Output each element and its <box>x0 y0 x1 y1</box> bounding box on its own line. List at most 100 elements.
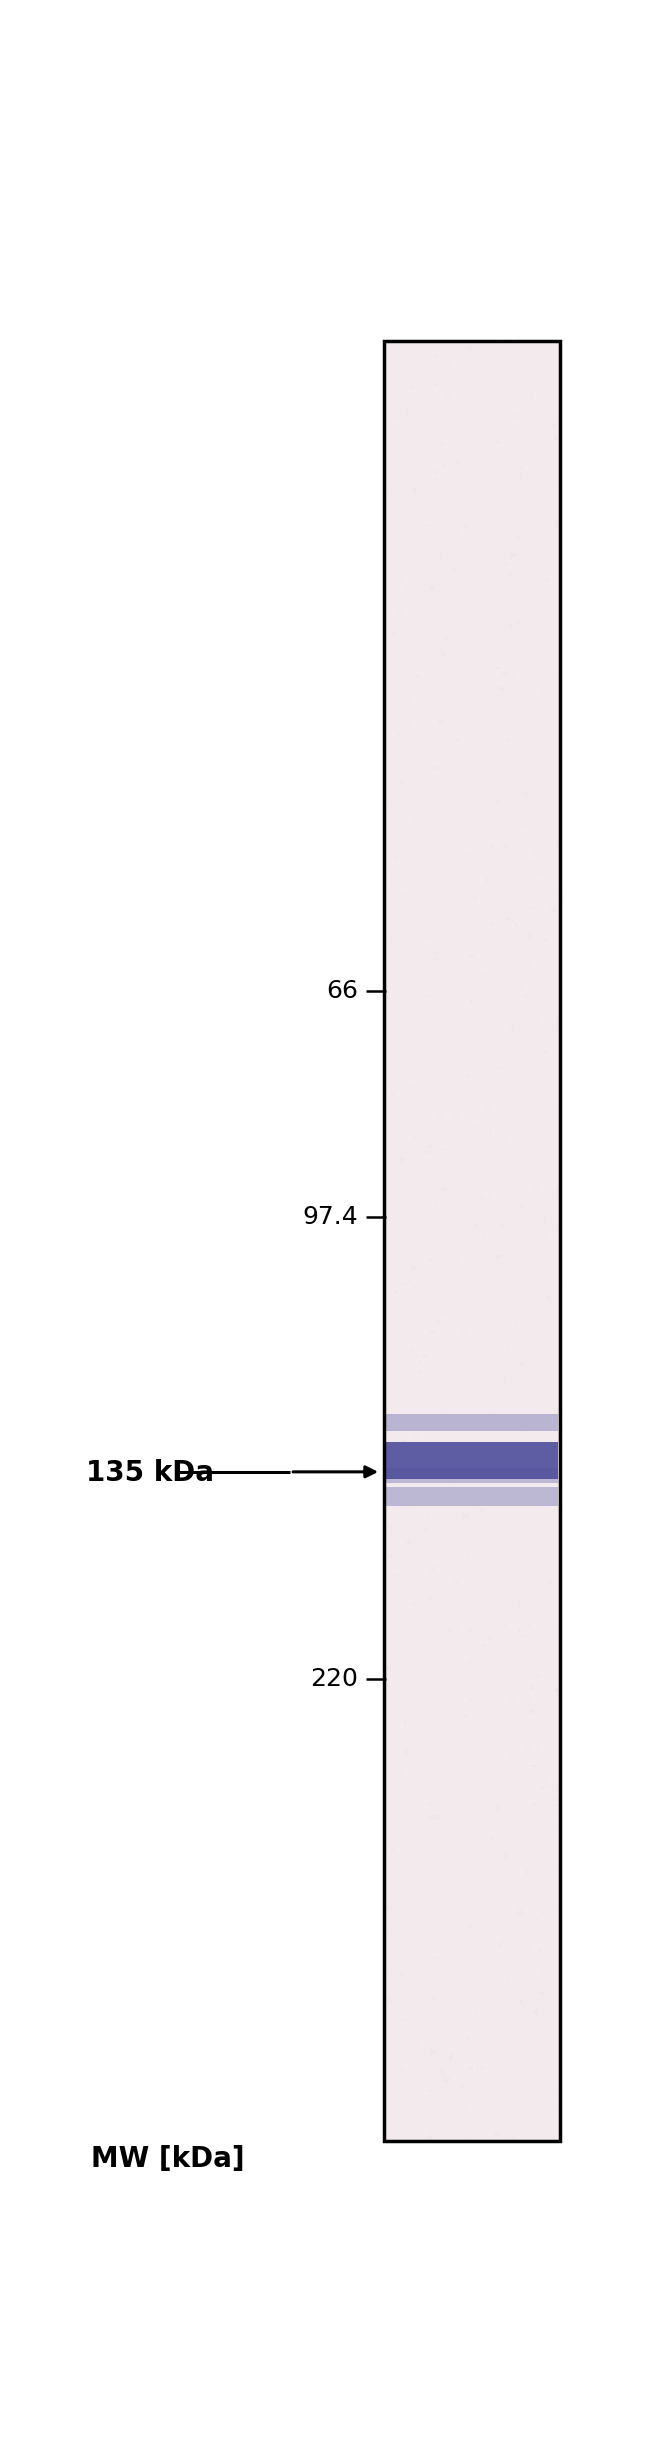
Bar <box>518 1603 521 1608</box>
Bar <box>507 401 509 404</box>
Bar <box>462 999 465 1001</box>
Bar <box>419 1973 422 1978</box>
Bar <box>554 1430 560 1435</box>
Bar <box>521 1635 527 1638</box>
Bar <box>495 1415 501 1420</box>
Bar <box>388 1525 394 1530</box>
Bar <box>385 1486 558 1506</box>
Bar <box>496 338 499 343</box>
Bar <box>495 1807 500 1812</box>
Bar <box>452 1371 458 1376</box>
Bar <box>530 1709 534 1714</box>
Bar <box>504 776 508 778</box>
Bar <box>483 1645 487 1648</box>
Bar <box>404 832 408 835</box>
Bar <box>410 384 415 389</box>
Bar <box>413 1138 417 1141</box>
Bar <box>384 340 560 2142</box>
Bar <box>494 1775 500 1780</box>
Bar <box>385 1415 558 1432</box>
Bar <box>452 1718 453 1721</box>
Bar <box>449 1048 450 1050</box>
Bar <box>520 1361 524 1366</box>
Bar <box>545 1405 547 1408</box>
Bar <box>494 894 498 898</box>
Bar <box>456 1018 458 1023</box>
Bar <box>466 1454 470 1459</box>
Bar <box>543 2022 547 2027</box>
Bar <box>526 935 532 940</box>
Bar <box>518 991 519 994</box>
Bar <box>439 1577 445 1579</box>
Bar <box>532 1765 536 1767</box>
Bar <box>408 720 410 722</box>
Bar <box>431 947 436 950</box>
Text: MW [kDa]: MW [kDa] <box>91 2144 245 2174</box>
Bar <box>478 1508 482 1513</box>
Bar <box>435 1557 436 1562</box>
Bar <box>538 1552 540 1557</box>
Bar <box>502 2086 506 2088</box>
Bar <box>464 526 469 531</box>
Bar <box>441 651 445 656</box>
Bar <box>423 1109 425 1111</box>
Bar <box>529 1684 534 1689</box>
Bar <box>443 448 445 453</box>
Bar <box>424 1528 428 1530</box>
Bar <box>536 1743 538 1748</box>
Bar <box>385 827 387 832</box>
Bar <box>531 1266 532 1271</box>
Bar <box>402 367 407 372</box>
Bar <box>439 2066 443 2073</box>
Bar <box>542 1880 543 1885</box>
Bar <box>540 1214 541 1219</box>
Bar <box>408 1540 411 1545</box>
Bar <box>447 1386 448 1388</box>
Bar <box>434 766 440 771</box>
Bar <box>428 487 429 492</box>
Bar <box>412 764 414 769</box>
Bar <box>552 1804 556 1807</box>
Bar <box>504 881 506 884</box>
Bar <box>519 1425 525 1427</box>
Bar <box>411 1601 417 1603</box>
Bar <box>525 1452 526 1454</box>
Bar <box>512 918 515 923</box>
Bar <box>422 1124 423 1126</box>
Bar <box>557 1021 559 1026</box>
Bar <box>469 1378 473 1383</box>
Bar <box>471 1983 475 1985</box>
Bar <box>448 360 450 365</box>
Bar <box>426 871 428 874</box>
Bar <box>399 2069 405 2073</box>
Bar <box>433 470 437 475</box>
Bar <box>503 1589 504 1594</box>
Bar <box>534 2010 537 2015</box>
Bar <box>385 1442 558 1479</box>
Bar <box>515 923 518 928</box>
Bar <box>541 1971 545 1976</box>
Bar <box>480 1197 484 1200</box>
Bar <box>488 1417 490 1422</box>
Bar <box>463 2110 467 2113</box>
Bar <box>443 636 448 641</box>
Bar <box>393 857 398 859</box>
Bar <box>450 1437 455 1442</box>
Bar <box>547 1785 552 1789</box>
Bar <box>527 399 532 401</box>
Bar <box>502 845 508 849</box>
Bar <box>428 2130 434 2132</box>
Bar <box>404 1540 407 1542</box>
Bar <box>523 2069 525 2073</box>
Bar <box>479 1701 482 1706</box>
Bar <box>440 441 445 446</box>
Bar <box>480 1398 482 1400</box>
Bar <box>481 1826 484 1831</box>
Bar <box>389 1554 393 1557</box>
Bar <box>524 996 527 999</box>
Bar <box>409 1033 410 1036</box>
Bar <box>456 524 458 531</box>
Bar <box>544 1493 546 1498</box>
Bar <box>515 348 517 350</box>
Bar <box>432 1890 434 1892</box>
